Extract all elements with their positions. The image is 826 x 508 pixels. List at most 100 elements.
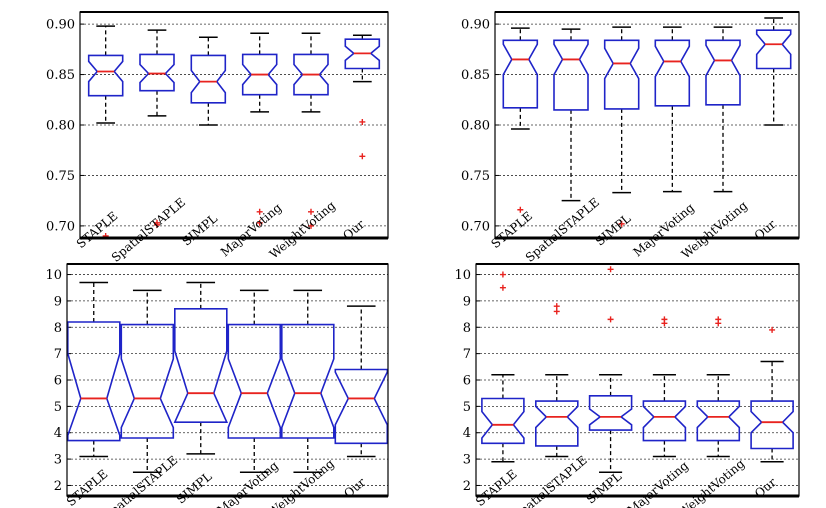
box-weightvoting (696, 316, 741, 458)
box-staple (87, 25, 124, 239)
y-tick-label: 5 (54, 400, 62, 415)
y-tick-label: 10 (45, 268, 62, 283)
box-spatialstaple (534, 303, 579, 458)
notched-box (750, 400, 794, 450)
y-tick-label: 4 (463, 426, 471, 441)
notched-box (603, 39, 640, 110)
x-category-label: WeightVoting (676, 456, 748, 508)
outlier-point (154, 219, 160, 226)
notched-box (553, 39, 589, 111)
y-tick-label: 0.70 (461, 219, 490, 234)
outlier-point (607, 316, 614, 323)
notched-box (654, 39, 691, 107)
outlier-point (553, 308, 560, 315)
box-staple (67, 281, 121, 458)
outlier-point (308, 208, 314, 215)
outlier-point (256, 208, 263, 215)
box-simpl (603, 26, 640, 227)
box-our (750, 326, 794, 463)
notched-box (241, 53, 278, 96)
y-tick-label: 6 (463, 374, 471, 389)
outlier-point (308, 222, 314, 229)
y-tick-label: 0.85 (46, 68, 75, 83)
panel-top-left-boxplot: 0.70 0.75 0.80 0.85 0.90 STAPLESpatialSTAPLES… (46, 11, 389, 265)
x-category-label: SpatialSTAPLE (109, 195, 188, 265)
y-tick-label: 0.80 (46, 119, 75, 134)
notched-box (344, 38, 381, 70)
y-tick-label: 0.70 (46, 219, 75, 234)
notched-box (696, 400, 741, 442)
notched-box (642, 400, 687, 442)
outlier-point (359, 153, 366, 160)
y-tick-label: 2 (54, 479, 62, 494)
notched-box (705, 39, 741, 106)
x-category-label: SpatialSTAPLE (511, 453, 590, 508)
y-tick-label: 5 (463, 400, 471, 415)
x-category-label: STAPLE (64, 467, 111, 508)
y-tick-label: 0.90 (46, 18, 75, 33)
notched-box (120, 323, 175, 439)
box-staple (481, 271, 525, 463)
y-tick-label: 9 (54, 294, 62, 309)
y-tick-label: 0.80 (461, 119, 490, 134)
box-weightvoting (293, 32, 329, 229)
box-weightvoting (280, 289, 335, 474)
y-tick-label: 0.90 (461, 18, 490, 33)
x-category-label: SIMPL (593, 211, 634, 248)
y-tick-label: 2 (463, 479, 471, 494)
notched-box (139, 53, 175, 92)
x-category-label: MajorVoting (214, 458, 281, 508)
x-category-label: MajorVoting (625, 458, 692, 508)
y-tick-label: 3 (463, 453, 471, 468)
box-spatialstaple (120, 289, 175, 474)
notched-box (227, 323, 282, 439)
outlier-point (769, 326, 776, 333)
y-tick-label: 8 (54, 321, 62, 336)
y-tick-label: 3 (54, 453, 62, 468)
y-tick-label: 0.75 (461, 169, 490, 184)
x-category-label: SIMPL (179, 211, 220, 248)
outlier-point (359, 118, 366, 125)
outlier-point (499, 271, 506, 278)
box-our (344, 34, 381, 160)
y-tick-label: 7 (463, 347, 471, 362)
box-majorvoting (642, 316, 687, 458)
notched-box (293, 53, 329, 96)
x-category-label: STAPLE (473, 467, 520, 508)
box-staple (502, 27, 539, 213)
box-our (334, 305, 389, 458)
notched-box (502, 39, 539, 109)
box-majorvoting (654, 26, 691, 193)
notched-box (173, 307, 229, 424)
notched-box (87, 54, 124, 97)
notched-box (755, 29, 792, 70)
x-category-label: SIMPL (174, 469, 215, 506)
x-category-label: SIMPL (584, 469, 625, 506)
notched-box (534, 400, 579, 447)
x-category-label: STAPLE (74, 209, 121, 251)
y-tick-label: 9 (463, 294, 471, 309)
box-simpl (190, 36, 227, 126)
notched-box (67, 321, 121, 442)
notched-box (334, 368, 389, 445)
notched-box (481, 397, 525, 445)
y-tick-label: 10 (454, 268, 471, 283)
outlier-point (607, 266, 614, 273)
box-simpl (173, 281, 229, 455)
outlier-point (715, 320, 722, 327)
box-spatialstaple (553, 28, 589, 202)
outlier-point (517, 206, 524, 213)
y-tick-label: 0.75 (46, 169, 75, 184)
outlier-point (618, 220, 625, 227)
notched-box (280, 323, 335, 439)
box-majorvoting (241, 32, 278, 226)
box-our (755, 17, 792, 126)
outlier-point (499, 284, 506, 291)
box-spatialstaple (139, 29, 175, 228)
y-tick-label: 0.85 (461, 68, 490, 83)
y-tick-label: 6 (54, 374, 62, 389)
x-category-label: SpatialSTAPLE (523, 195, 602, 265)
y-tick-label: 7 (54, 347, 62, 362)
